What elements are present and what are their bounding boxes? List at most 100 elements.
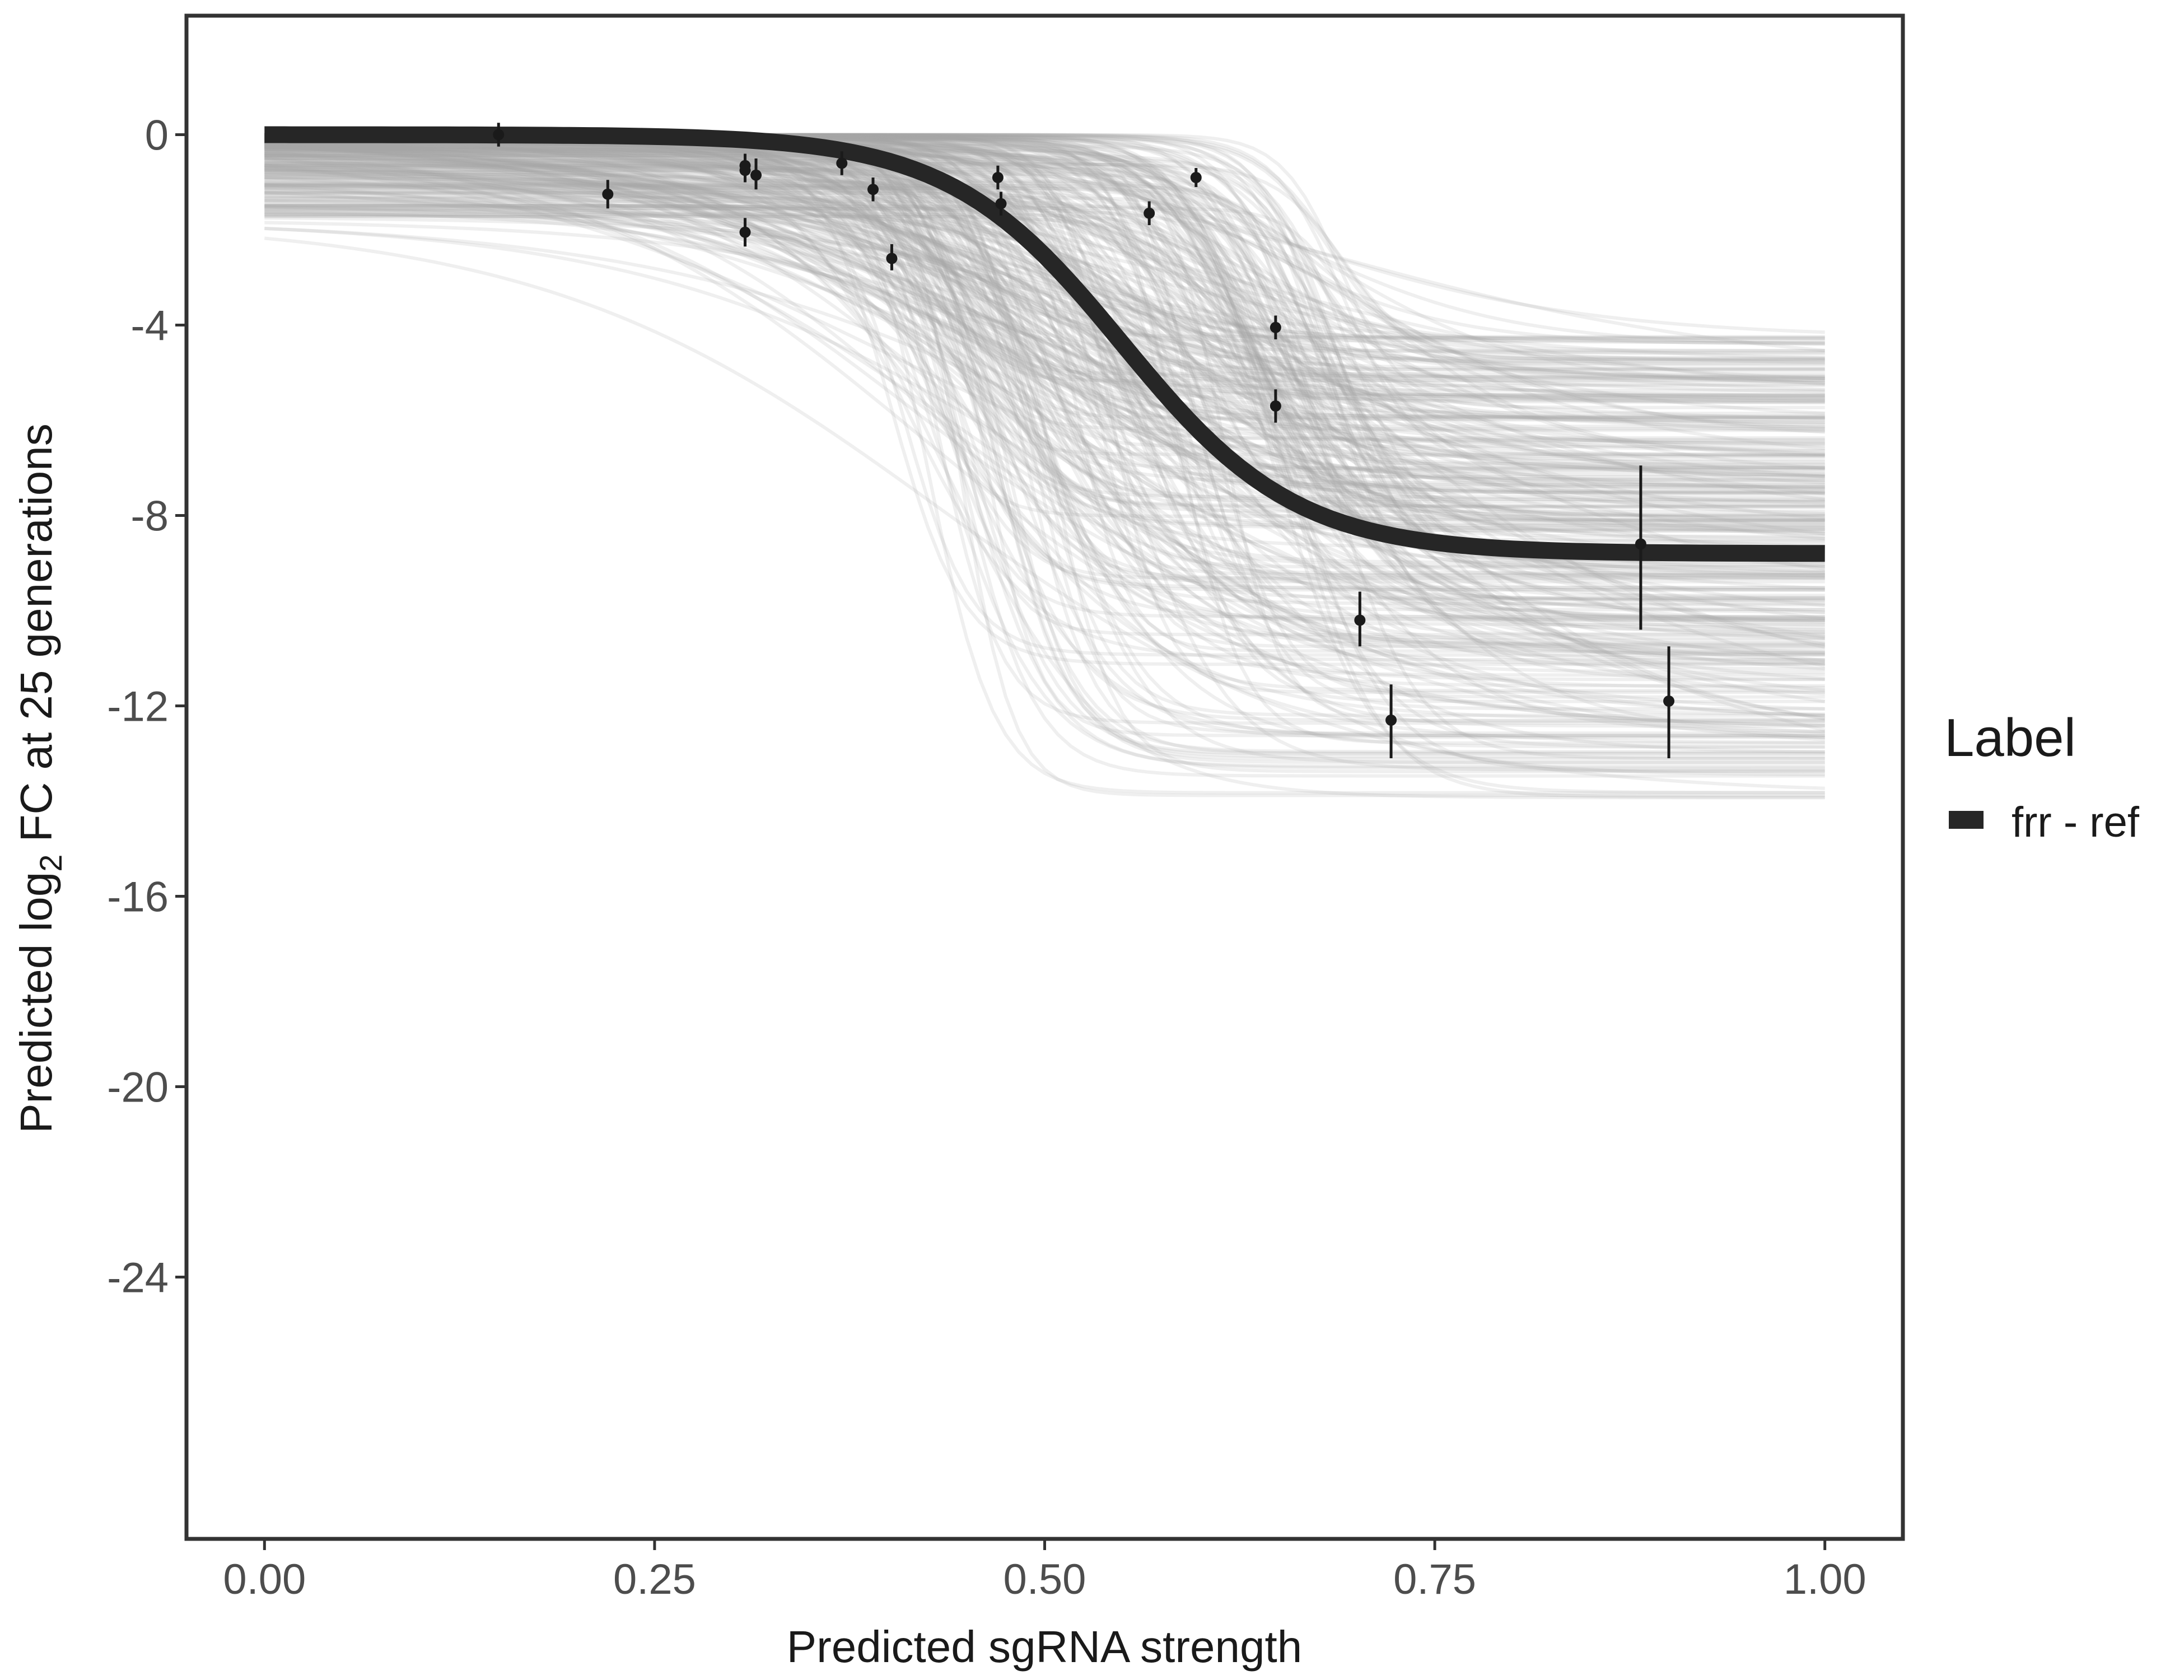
posterior-draw-line — [264, 152, 1825, 568]
posterior-draw-line — [264, 210, 1825, 381]
posterior-draw-line — [264, 146, 1825, 521]
posterior-draw-line — [264, 190, 1825, 688]
posterior-draw-line — [264, 162, 1825, 362]
posterior-draw-line — [264, 156, 1825, 415]
posterior-draw-line — [264, 144, 1825, 430]
posterior-draw-line — [264, 147, 1825, 441]
posterior-draw-line — [264, 190, 1825, 479]
posterior-draw-line — [264, 142, 1825, 764]
posterior-draw-line — [264, 169, 1825, 507]
posterior-draw-line — [264, 147, 1825, 488]
y-tick-label: -24 — [107, 1254, 169, 1302]
posterior-draw-line — [264, 203, 1825, 416]
posterior-draw-line — [264, 143, 1825, 580]
posterior-draw-line — [264, 137, 1825, 494]
posterior-draw-line — [264, 151, 1825, 461]
posterior-draw-line — [264, 203, 1825, 650]
posterior-draw-line — [264, 221, 1825, 608]
posterior-draw-line — [264, 135, 1825, 744]
point-marker — [1270, 400, 1281, 412]
posterior-draw-line — [264, 154, 1825, 648]
data-point — [992, 165, 1004, 190]
posterior-draw-line — [264, 181, 1825, 458]
posterior-draw-line — [264, 199, 1825, 403]
point-marker — [1144, 207, 1155, 219]
posterior-draw-line — [264, 167, 1825, 398]
posterior-draw-line — [264, 196, 1825, 458]
posterior-draw-line — [264, 182, 1825, 656]
posterior-draw-line — [264, 162, 1825, 528]
x-axis: 0.00 0.25 0.50 0.75 1.00 — [223, 1541, 1866, 1603]
posterior-draw-line — [264, 152, 1826, 721]
posterior-draw-line — [264, 142, 1825, 599]
posterior-draw-line — [264, 153, 1825, 777]
posterior-draw-line — [264, 161, 1825, 345]
posterior-draw-lines — [264, 133, 1826, 800]
posterior-draw-line — [264, 154, 1825, 619]
posterior-draw-line — [264, 207, 1825, 379]
posterior-draw-line — [264, 204, 1825, 518]
point-marker — [867, 184, 879, 195]
posterior-draw-line — [264, 156, 1825, 380]
posterior-draw-line — [264, 155, 1825, 491]
posterior-draw-line — [264, 139, 1825, 800]
point-marker — [995, 198, 1007, 209]
y-tick-label: -16 — [107, 874, 169, 921]
posterior-draw-line — [264, 156, 1825, 681]
point-marker — [836, 157, 848, 169]
point-marker — [1270, 321, 1281, 333]
posterior-draw-line — [264, 178, 1825, 426]
data-point — [750, 158, 762, 190]
posterior-draw-line — [264, 205, 1825, 385]
posterior-draw-line — [264, 195, 1825, 580]
posterior-draw-line — [264, 199, 1825, 577]
posterior-draw-line — [264, 156, 1825, 741]
posterior-draw-line — [264, 166, 1825, 655]
posterior-draw-line — [264, 138, 1825, 696]
posterior-draw-line — [264, 144, 1825, 401]
posterior-draw-line — [264, 147, 1825, 606]
data-point — [1144, 201, 1155, 225]
data-point — [995, 192, 1007, 216]
point-marker — [750, 169, 762, 181]
point-marker — [493, 129, 505, 141]
point-marker — [1354, 614, 1366, 626]
posterior-draw-line — [264, 197, 1825, 392]
y-axis: 0 -4 -8 -12 -16 -20 -24 — [107, 112, 185, 1302]
posterior-draw-line — [264, 138, 1825, 580]
legend-key-frr-ref — [1949, 811, 1984, 829]
legend: Label frr - ref — [1944, 708, 2140, 846]
posterior-draw-line — [264, 142, 1825, 339]
x-tick-label: 1.00 — [1784, 1556, 1866, 1603]
x-tick-label: 0.50 — [1004, 1556, 1086, 1603]
point-marker — [739, 165, 751, 176]
posterior-draw-line — [264, 153, 1825, 627]
posterior-draw-line — [264, 144, 1825, 478]
posterior-draw-line — [264, 148, 1826, 501]
posterior-draw-line — [264, 179, 1825, 580]
posterior-draw-line — [264, 207, 1825, 378]
posterior-draw-line — [264, 153, 1825, 391]
posterior-draw-line — [264, 141, 1826, 720]
posterior-draw-line — [264, 146, 1825, 489]
posterior-draw-line — [264, 144, 1825, 634]
posterior-draw-line — [264, 178, 1825, 446]
posterior-draw-line — [264, 213, 1825, 614]
posterior-draw-line — [264, 175, 1825, 394]
posterior-draw-line — [264, 158, 1825, 366]
posterior-draw-line — [264, 143, 1825, 640]
posterior-draw-line — [264, 176, 1825, 482]
posterior-draw-line — [264, 142, 1825, 346]
x-tick-label: 0.25 — [613, 1556, 696, 1603]
posterior-draw-line — [264, 153, 1825, 589]
posterior-draw-line — [264, 150, 1825, 531]
posterior-draw-line — [264, 168, 1825, 508]
point-marker — [1385, 715, 1397, 726]
posterior-draw-line — [264, 195, 1825, 340]
posterior-draw-line — [264, 210, 1825, 458]
posterior-draw-line — [264, 142, 1825, 404]
posterior-draw-line — [264, 143, 1825, 371]
posterior-draw-line — [264, 165, 1825, 760]
data-point — [602, 180, 614, 209]
data-point — [1270, 315, 1281, 339]
